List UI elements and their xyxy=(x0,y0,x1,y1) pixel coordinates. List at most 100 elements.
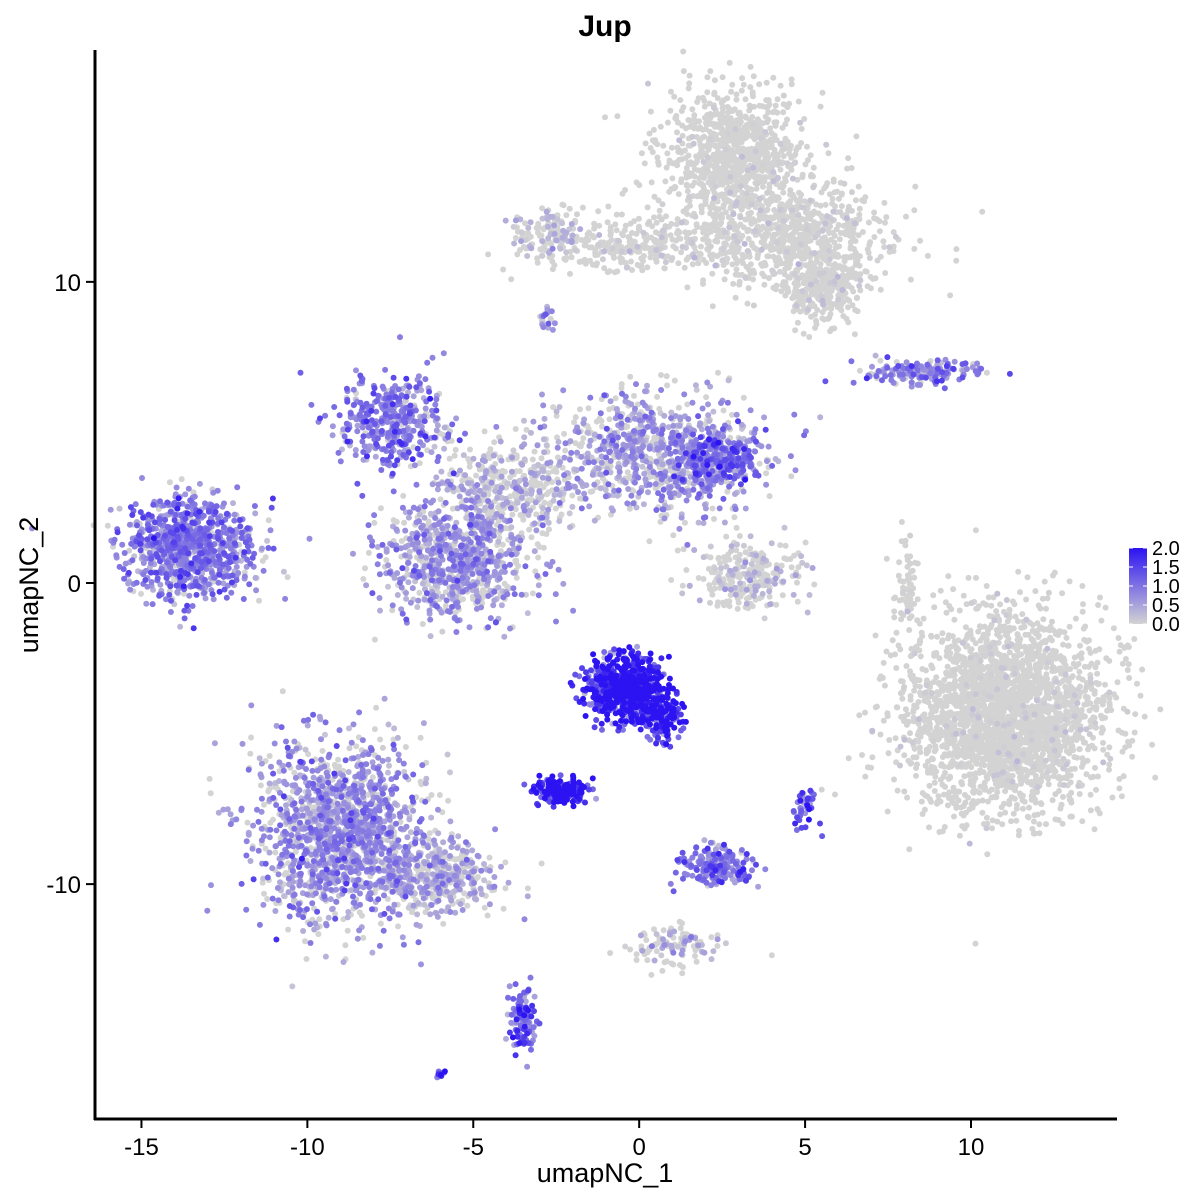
data-point xyxy=(1124,667,1131,673)
data-point xyxy=(681,147,688,154)
data-point xyxy=(788,81,795,88)
data-point xyxy=(712,169,719,176)
data-point xyxy=(1032,588,1039,595)
data-point xyxy=(747,63,754,70)
data-point xyxy=(891,608,898,615)
data-point xyxy=(1116,785,1123,792)
data-point xyxy=(877,731,884,738)
data-point xyxy=(682,519,688,526)
data-point xyxy=(796,248,803,255)
data-point xyxy=(460,596,466,603)
data-point xyxy=(746,212,753,219)
data-point xyxy=(928,663,935,670)
data-point xyxy=(728,136,735,143)
data-point xyxy=(814,307,821,313)
data-point xyxy=(586,244,593,251)
data-point xyxy=(668,577,675,583)
data-point xyxy=(853,133,860,140)
data-point xyxy=(1019,777,1026,784)
data-point xyxy=(614,113,621,120)
data-point xyxy=(854,308,861,315)
data-point xyxy=(1072,615,1079,622)
data-point xyxy=(867,273,874,280)
data-point xyxy=(906,846,913,853)
data-point xyxy=(546,526,552,533)
data-point xyxy=(748,220,755,227)
data-point xyxy=(723,533,730,540)
data-point xyxy=(847,254,854,261)
data-point xyxy=(733,91,740,98)
data-point xyxy=(1043,664,1050,671)
data-point xyxy=(840,313,847,319)
data-point xyxy=(924,252,931,259)
data-point xyxy=(739,75,746,82)
data-point xyxy=(104,522,111,529)
data-point xyxy=(679,132,686,139)
data-point xyxy=(256,597,262,604)
data-point xyxy=(796,196,803,203)
data-point xyxy=(628,258,634,265)
data-point xyxy=(644,204,651,211)
data-point xyxy=(793,147,800,153)
data-point xyxy=(958,810,965,817)
data-point xyxy=(724,196,730,203)
data-point xyxy=(534,255,541,262)
data-point xyxy=(851,331,858,338)
data-point xyxy=(602,241,609,247)
data-point xyxy=(736,533,743,539)
data-point xyxy=(856,712,863,719)
data-point xyxy=(852,197,859,204)
data-point xyxy=(642,242,649,249)
data-point xyxy=(606,416,613,423)
data-point xyxy=(893,629,900,636)
data-point xyxy=(846,270,853,277)
data-point xyxy=(956,832,963,839)
data-point xyxy=(624,423,631,430)
data-point xyxy=(726,598,733,605)
data-point xyxy=(941,824,948,830)
data-point xyxy=(631,392,637,399)
data-point xyxy=(725,235,732,242)
data-point xyxy=(883,214,890,221)
data-point xyxy=(660,142,667,149)
data-point xyxy=(1015,568,1022,575)
data-point xyxy=(685,85,692,92)
data-point xyxy=(767,195,774,202)
data-point xyxy=(819,285,826,292)
data-point xyxy=(712,213,718,220)
data-point xyxy=(911,745,918,752)
data-point xyxy=(788,220,795,227)
data-point xyxy=(654,393,661,400)
data-point xyxy=(823,183,829,190)
data-point xyxy=(1060,793,1066,800)
data-point xyxy=(1152,774,1159,781)
data-point xyxy=(540,544,547,551)
data-point xyxy=(646,538,653,545)
data-point xyxy=(840,276,847,283)
data-point xyxy=(708,587,715,594)
data-point xyxy=(852,270,859,277)
data-point xyxy=(947,292,954,299)
data-point xyxy=(756,460,763,467)
data-point xyxy=(683,164,690,171)
data-point xyxy=(787,556,794,562)
data-point xyxy=(877,357,884,364)
data-point xyxy=(895,642,902,649)
data-point xyxy=(745,285,752,292)
data-point xyxy=(612,395,619,402)
data-point xyxy=(819,235,826,242)
data-point xyxy=(666,188,673,195)
data-point xyxy=(972,527,979,534)
data-point xyxy=(1076,668,1083,675)
data-point xyxy=(872,632,879,639)
data-point xyxy=(726,556,733,563)
data-point xyxy=(736,120,743,127)
data-point xyxy=(365,549,372,556)
data-point xyxy=(743,134,749,141)
data-point xyxy=(669,175,676,182)
data-point xyxy=(700,229,707,236)
data-point xyxy=(773,601,780,608)
data-point xyxy=(989,817,996,824)
data-point xyxy=(845,155,852,162)
data-point xyxy=(684,401,691,408)
